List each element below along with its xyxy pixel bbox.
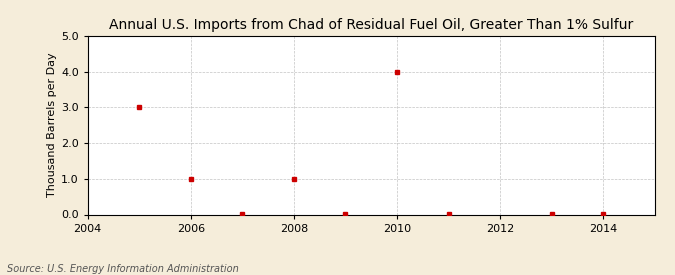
Title: Annual U.S. Imports from Chad of Residual Fuel Oil, Greater Than 1% Sulfur: Annual U.S. Imports from Chad of Residua… [109,18,633,32]
Text: Source: U.S. Energy Information Administration: Source: U.S. Energy Information Administ… [7,264,238,274]
Y-axis label: Thousand Barrels per Day: Thousand Barrels per Day [47,53,57,197]
